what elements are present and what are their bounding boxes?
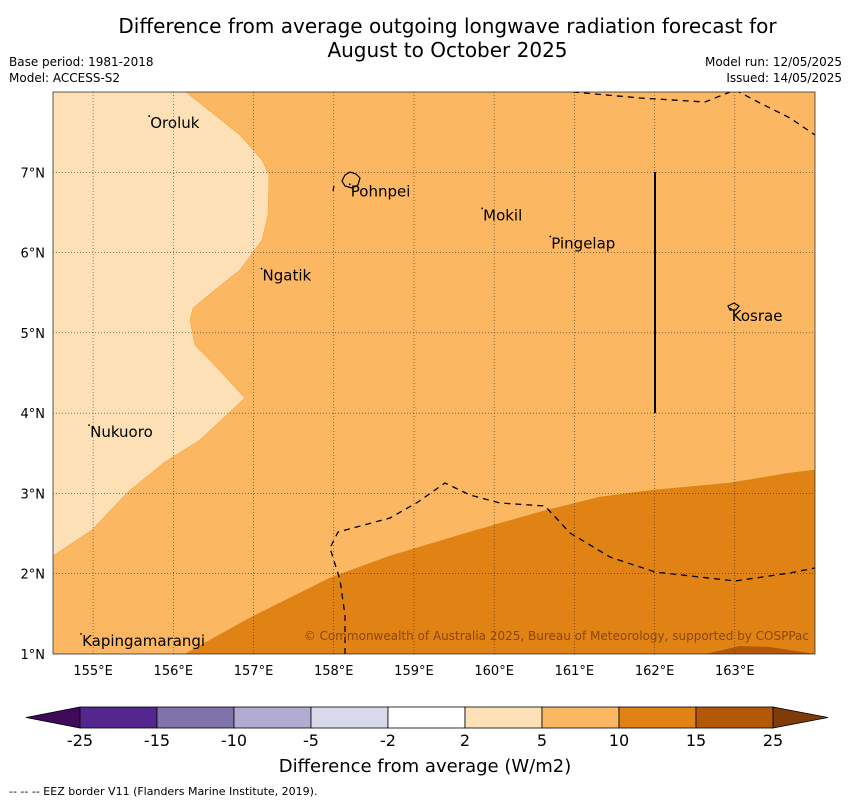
model-name: Model: ACCESS-S2 — [9, 71, 121, 85]
contour-line-10 — [184, 469, 815, 654]
fill-band-15-25 — [705, 646, 815, 654]
x-tick-label: 155°E — [73, 664, 113, 679]
place-marker — [88, 424, 90, 427]
colorbar-segment — [618, 706, 697, 729]
colorbar-segment — [233, 706, 312, 729]
base-period: Base period: 1981-2018 — [9, 55, 154, 69]
x-tick-label: 162°E — [635, 664, 675, 679]
place-label: Ngatik — [263, 267, 312, 285]
place-label: Kosrae — [732, 307, 783, 325]
colorbar-tick-label: 5 — [537, 731, 547, 750]
x-tick-label: 163°E — [715, 664, 755, 679]
contour-line-5 — [53, 92, 270, 557]
pohnpei-islet — [332, 185, 335, 192]
title-line-1: Difference from average outgoing longwav… — [118, 14, 777, 38]
colorbar-tick-label: -15 — [144, 731, 170, 750]
model-run: Model run: 12/05/2025 — [704, 55, 842, 69]
y-tick-label: 2°N — [21, 568, 46, 583]
place-marker — [260, 267, 263, 270]
x-tick-label: 159°E — [394, 664, 434, 679]
colorbar-extend-min — [25, 706, 81, 729]
colorbar-segment — [387, 706, 466, 729]
x-tick-label: 157°E — [234, 664, 274, 679]
meta-right: Model run: 12/05/2025 Issued: 14/05/2025 — [705, 54, 842, 86]
map-frame — [52, 91, 816, 655]
graticule — [53, 92, 815, 654]
place-marker — [148, 115, 151, 117]
colorbar-extend-max — [772, 706, 829, 729]
place-label: Oroluk — [150, 114, 199, 132]
eez-border-south — [329, 482, 815, 654]
colorbar-segment — [541, 706, 620, 729]
fill-band-10-15 — [185, 470, 815, 654]
place-labels: Oroluk Pohnpei Mokil Pingelap Ngatik Kosrae Nu… — [80, 114, 782, 650]
place-label: Pingelap — [551, 235, 615, 253]
x-tick-label: 158°E — [314, 664, 354, 679]
axis-tick-labels: 155°E 156°E 157°E 158°E 159°E 160°E 161°E 162°E… — [21, 166, 755, 679]
colorbar-tick-label: -10 — [221, 731, 247, 750]
x-tick-label: 160°E — [474, 664, 514, 679]
place-marker — [549, 235, 552, 238]
colorbar: -25 -15 -10 -5 -2 2 5 10 15 25 — [25, 706, 829, 750]
x-tick-label: 161°E — [555, 664, 595, 679]
x-tick-label: 156°E — [154, 664, 194, 679]
colorbar-tick-label: 15 — [686, 731, 706, 750]
colorbar-tick-label: -2 — [380, 731, 396, 750]
colorbar-tick-label: -25 — [67, 731, 93, 750]
place-label: Nukuoro — [90, 423, 153, 441]
place-marker — [80, 633, 82, 635]
eez-borders — [329, 92, 815, 654]
place-label: Kapingamarangi — [82, 632, 205, 650]
colorbar-tick-label: 10 — [609, 731, 629, 750]
issued-date: Issued: 14/05/2025 — [726, 71, 842, 85]
map-area: Oroluk Pohnpei Mokil Pingelap Ngatik Kosrae Nu… — [53, 92, 815, 654]
y-tick-label: 6°N — [21, 247, 46, 262]
pohnpei-island — [341, 171, 361, 189]
y-tick-label: 3°N — [21, 487, 46, 502]
colorbar-tick-label: -5 — [303, 731, 319, 750]
meta-left: Base period: 1981-2018 Model: ACCESS-S2 — [9, 54, 154, 86]
eez-border-north — [572, 92, 815, 136]
y-tick-label: 7°N — [21, 166, 46, 181]
place-label: Pohnpei — [351, 182, 411, 200]
colorbar-segment — [79, 706, 158, 729]
place-marker — [729, 307, 732, 310]
colorbar-segment — [464, 706, 543, 729]
chart-title: Difference from average outgoing longwav… — [0, 14, 850, 62]
y-tick-label: 5°N — [21, 327, 46, 342]
title-line-2: August to October 2025 — [327, 38, 568, 62]
colorbar-segment — [695, 706, 774, 729]
colorbar-segment — [310, 706, 389, 729]
colorbar-segment — [156, 706, 235, 729]
islands — [332, 171, 740, 311]
kosrae-island — [727, 302, 740, 311]
place-marker — [481, 207, 484, 210]
colorbar-tick-label: 25 — [763, 731, 783, 750]
copyright: © Commonwealth of Australia 2025, Bureau… — [304, 629, 809, 643]
colorbar-label: Difference from average (W/m2) — [279, 756, 571, 777]
eez-footnote: -- -- -- EEZ border V11 (Flanders Marine… — [9, 785, 318, 798]
place-label: Mokil — [483, 206, 522, 224]
place-marker — [348, 183, 351, 186]
y-tick-label: 1°N — [21, 648, 46, 663]
colorbar-tick-label: 2 — [460, 731, 470, 750]
y-tick-label: 4°N — [21, 407, 46, 422]
fill-band-2-5 — [53, 92, 269, 556]
